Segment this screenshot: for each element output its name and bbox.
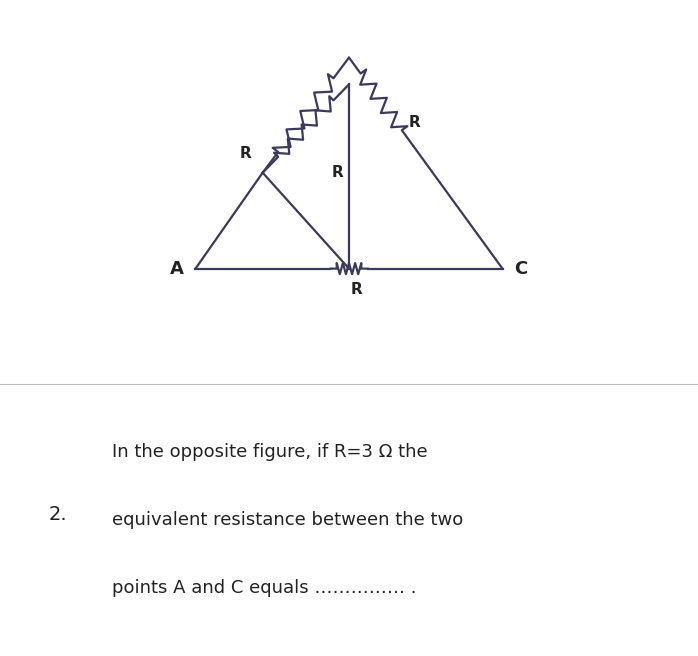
Text: R: R <box>408 115 420 131</box>
Text: A: A <box>170 260 184 277</box>
Text: equivalent resistance between the two: equivalent resistance between the two <box>112 511 463 529</box>
Text: R: R <box>332 165 343 180</box>
Text: C: C <box>514 260 527 277</box>
Text: R: R <box>239 146 251 161</box>
Text: points A and C equals …………… .: points A and C equals …………… . <box>112 579 416 597</box>
Text: In the opposite figure, if R=3 Ω the: In the opposite figure, if R=3 Ω the <box>112 443 427 461</box>
Text: 2.: 2. <box>49 505 68 524</box>
Text: R: R <box>351 282 363 297</box>
